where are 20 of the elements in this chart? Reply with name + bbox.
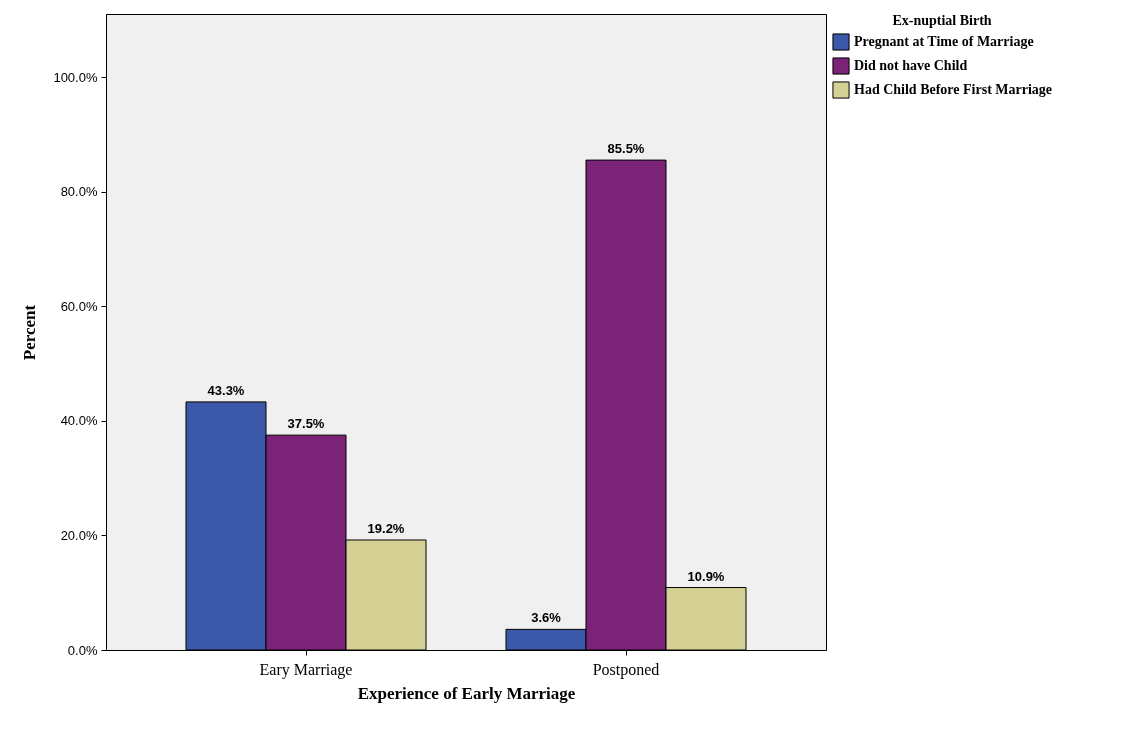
data-label: 10.9% <box>687 568 725 584</box>
y-tick-label: 60.0% <box>60 298 98 314</box>
x-tick-label: Postponed <box>592 660 660 679</box>
y-axis-title: Percent <box>20 304 40 361</box>
data-label: 19.2% <box>367 520 405 536</box>
y-tick-label: 40.0% <box>60 413 98 429</box>
legend-label: Pregnant at Time of Marriage <box>854 34 1034 49</box>
x-axis-title: Experience of Early Marriage <box>357 683 576 703</box>
x-tick-label: Eary Marriage <box>259 660 353 679</box>
data-label: 37.5% <box>287 416 325 432</box>
legend-title: Ex-nuptial Birth <box>892 13 992 28</box>
y-tick-label: 80.0% <box>60 184 98 200</box>
y-tick-label: 0.0% <box>67 642 98 658</box>
legend-label: Had Child Before First Marriage <box>854 82 1053 97</box>
legend-label: Did not have Child <box>854 58 968 73</box>
data-label: 85.5% <box>607 141 645 157</box>
data-label: 3.6% <box>531 610 562 626</box>
y-tick-label: 20.0% <box>60 527 98 543</box>
data-label: 43.3% <box>207 382 245 398</box>
y-tick-label: 100.0% <box>53 69 98 85</box>
